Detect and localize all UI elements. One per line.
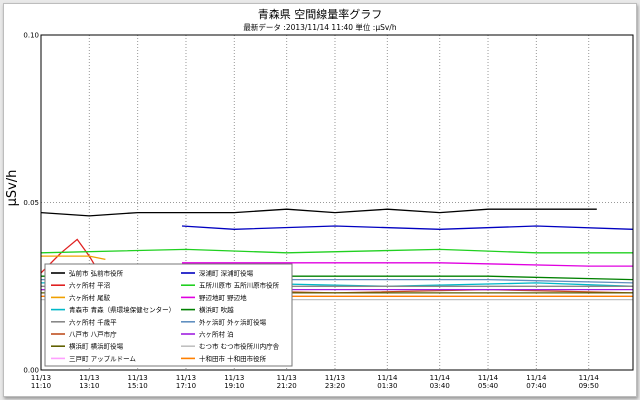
legend-label: 五所川原市 五所川原市役所 <box>199 281 280 290</box>
x-tick-date: 11/13 <box>325 374 345 382</box>
legend-label: 外ヶ浜町 外ヶ浜町役場 <box>199 317 267 326</box>
series-line <box>41 255 106 261</box>
x-tick-date: 11/14 <box>478 374 499 382</box>
legend-label: 弘前市 弘前市役所 <box>69 269 124 278</box>
x-tick-date: 11/13 <box>176 374 196 382</box>
x-tick-date: 11/13 <box>277 374 297 382</box>
x-tick-time: 19:10 <box>224 382 244 390</box>
x-tick-time: 15:10 <box>128 382 148 390</box>
x-tick-date: 11/14 <box>430 374 451 382</box>
chart-title: 青森県 空間線量率グラフ <box>258 7 383 21</box>
legend-label: 十和田市 十和田市役所 <box>199 354 267 363</box>
y-tick-label: 0.05 <box>23 199 39 207</box>
legend-label: 八戸市 八戸市庁 <box>69 330 117 339</box>
legend-label: 野辺地町 野辺地 <box>199 293 247 302</box>
x-tick-time: 03:40 <box>430 382 450 390</box>
x-tick-time: 05:40 <box>478 382 498 390</box>
x-tick-time: 13:10 <box>79 382 99 390</box>
x-tick-time: 21:20 <box>277 382 297 390</box>
x-tick-time: 09:50 <box>579 382 599 390</box>
chart-frame: 青森県 空間線量率グラフ 最新データ :2013/11/14 11:40 単位 … <box>3 3 637 397</box>
chart-subtitle: 最新データ :2013/11/14 11:40 単位 :μSv/h <box>243 22 396 32</box>
legend-label: 六ヶ所村 千歳平 <box>69 317 117 326</box>
legend-label: 六ヶ所村 泊 <box>199 330 234 339</box>
legend-label: むつ市 むつ市役所川内庁舎 <box>199 342 280 351</box>
legend-label: 三戸町 アップルドーム <box>69 355 136 363</box>
series-line <box>181 225 634 230</box>
series-line <box>40 238 102 277</box>
legend-label: 六ヶ所村 平沼 <box>69 281 110 290</box>
chart: 青森県 空間線量率グラフ 最新データ :2013/11/14 11:40 単位 … <box>5 7 634 390</box>
x-tick-date: 11/14 <box>526 374 547 382</box>
x-tick-date: 11/13 <box>31 374 51 382</box>
series-line <box>40 208 597 217</box>
x-tick-time: 11:10 <box>31 382 51 390</box>
y-axis-label: μSv/h <box>5 170 20 207</box>
legend-box <box>44 263 293 367</box>
plot-area-border <box>40 34 634 371</box>
x-tick-date: 11/14 <box>377 374 398 382</box>
x-tick-date: 11/13 <box>128 374 148 382</box>
y-tick-label: 0.10 <box>23 32 39 40</box>
legend-label: 深浦町 深浦町役場 <box>199 269 254 278</box>
x-tick-date: 11/13 <box>79 374 99 382</box>
y-tick-label: 0.00 <box>23 367 39 375</box>
series-line <box>40 248 633 254</box>
x-tick-time: 01:30 <box>377 382 397 390</box>
legend-label: 青森市 青森（県環境保健センター） <box>69 305 175 314</box>
legend-label: 横浜町 横浜町役場 <box>69 342 124 351</box>
series-line <box>182 262 633 267</box>
x-tick-time: 23:20 <box>325 382 345 390</box>
legend-label: 六ヶ所村 尾駮 <box>69 293 111 302</box>
x-tick-time: 07:40 <box>526 382 546 390</box>
axes: 0.000.050.1011/1311:1011/1313:1011/1315:… <box>23 32 634 390</box>
x-tick-time: 17:10 <box>176 382 196 390</box>
legend-label: 横浜町 吹越 <box>199 305 234 314</box>
x-tick-date: 11/14 <box>579 374 600 382</box>
x-tick-date: 11/13 <box>224 374 244 382</box>
